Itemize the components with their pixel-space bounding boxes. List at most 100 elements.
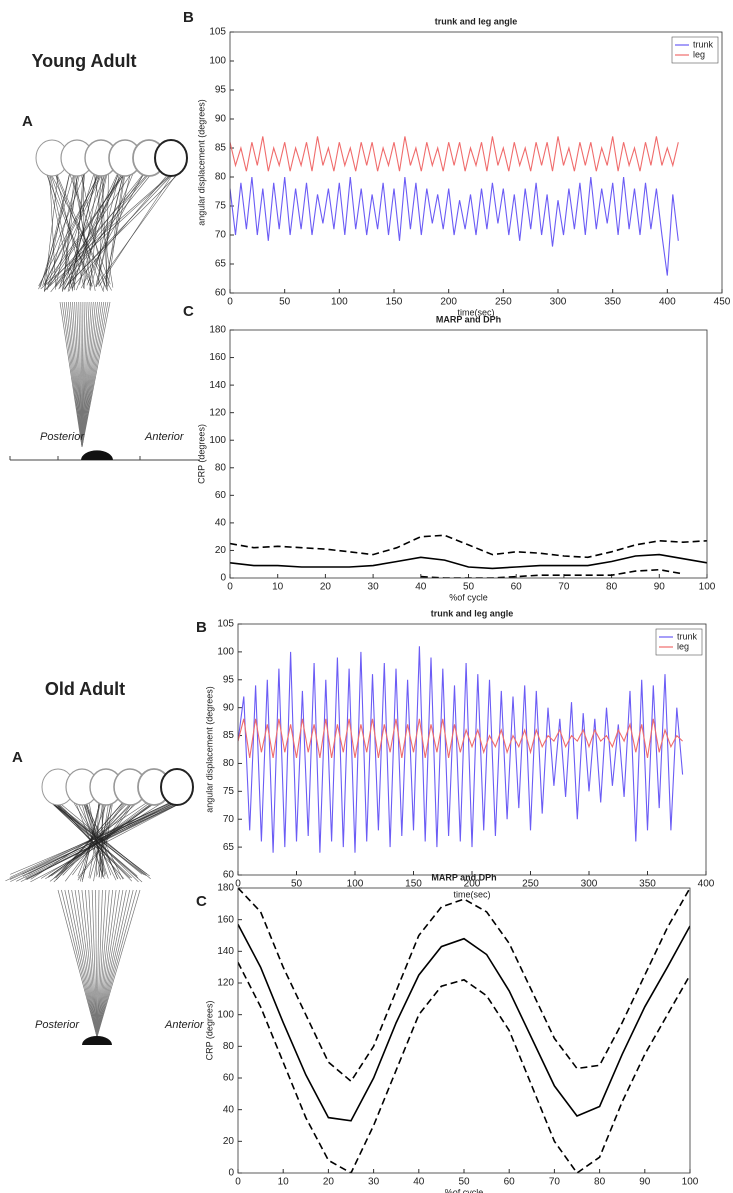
segment: [83, 802, 107, 875]
x-tick-label: 350: [604, 297, 621, 308]
segment: [67, 173, 97, 292]
segment: [64, 802, 125, 882]
y-axis-label: angular displacement (degrees): [204, 686, 214, 813]
segment: [107, 173, 126, 287]
fan-line: [81, 301, 111, 448]
segment: [95, 173, 124, 286]
y-tick-label: 140: [209, 380, 226, 391]
segment: [79, 173, 100, 285]
segment: [48, 802, 153, 877]
segment: [55, 173, 150, 288]
y-tick-label: 90: [215, 114, 227, 125]
x-tick-label: 70: [558, 582, 570, 593]
fan-line: [84, 889, 98, 1038]
y-tick-label: 40: [223, 1104, 235, 1115]
series-line: [420, 568, 684, 578]
fan-line: [95, 889, 98, 1038]
segment: [44, 173, 59, 292]
segment: [89, 173, 103, 290]
chart-title: MARP and DPh: [436, 314, 501, 324]
fan-line: [96, 889, 137, 1038]
x-tick-label: 0: [227, 582, 233, 593]
y-tick-label: 100: [217, 1009, 234, 1020]
x-tick-label: 300: [550, 297, 567, 308]
segment: [39, 173, 75, 288]
segment: [55, 173, 104, 292]
group-heading: Old Adult: [45, 679, 125, 699]
fan-line: [91, 889, 98, 1038]
series-line: [230, 136, 679, 172]
fan-line: [78, 889, 98, 1038]
segment: [55, 173, 80, 287]
fan-line: [96, 889, 100, 1038]
y-tick-label: 105: [217, 619, 234, 630]
y-tick-label: 180: [217, 883, 234, 894]
fan-line: [96, 889, 141, 1038]
segment: [80, 802, 100, 882]
legend-label: trunk: [693, 39, 714, 49]
x-tick-label: 80: [606, 582, 618, 593]
fan-line: [96, 889, 110, 1038]
x-tick-label: 10: [272, 582, 284, 593]
side-label: Anterior: [164, 1019, 205, 1031]
y-tick-label: 100: [209, 435, 226, 446]
segment: [73, 173, 84, 291]
segment: [50, 173, 144, 293]
y-tick-label: 90: [223, 702, 235, 713]
segment: [47, 173, 124, 285]
fan-line: [96, 889, 131, 1038]
series-line: [238, 718, 683, 758]
x-tick-label: 250: [522, 879, 539, 890]
y-tick-label: 0: [228, 1168, 234, 1179]
segment: [42, 173, 70, 287]
y-tick-label: 60: [223, 870, 235, 881]
segment: [75, 802, 105, 879]
segment: [51, 802, 147, 876]
y-axis-label: CRP (degrees): [204, 1001, 214, 1061]
fan-line: [96, 889, 120, 1038]
y-tick-label: 105: [209, 27, 226, 38]
series-line: [238, 888, 690, 1083]
x-tick-label: 100: [331, 297, 348, 308]
x-tick-label: 50: [291, 879, 303, 890]
series-line: [238, 962, 690, 1173]
segment: [77, 802, 107, 877]
y-tick-label: 80: [223, 1041, 235, 1052]
y-tick-label: 80: [223, 758, 235, 769]
y-tick-label: 65: [215, 259, 227, 270]
segment: [71, 173, 169, 289]
segment: [44, 173, 148, 291]
segment: [38, 173, 85, 290]
x-tick-label: 40: [415, 582, 427, 593]
segment: [98, 173, 105, 285]
panel-letter: A: [12, 749, 23, 766]
plot-frame: [237, 623, 707, 876]
legend-label: leg: [677, 641, 689, 651]
segment: [47, 173, 79, 287]
fan-line: [96, 889, 124, 1038]
x-tick-label: 200: [464, 879, 481, 890]
segment: [97, 802, 109, 875]
panel-letter: B: [183, 9, 194, 26]
y-tick-label: 120: [209, 407, 226, 418]
x-tick-label: 100: [347, 879, 364, 890]
x-axis-label: time(sec): [457, 307, 494, 317]
fan-line: [67, 889, 98, 1038]
legend-label: trunk: [677, 631, 698, 641]
x-tick-label: 0: [235, 879, 241, 890]
x-tick-label: 100: [699, 582, 716, 593]
segment: [55, 173, 84, 285]
y-tick-label: 70: [223, 814, 235, 825]
side-label: Posterior: [35, 1019, 80, 1031]
segment: [93, 173, 114, 288]
y-tick-label: 100: [217, 647, 234, 658]
series-line: [230, 553, 707, 570]
fan-line: [88, 889, 98, 1038]
y-tick-label: 95: [223, 674, 235, 685]
x-tick-label: 0: [227, 297, 233, 308]
plot-area: [238, 888, 690, 1173]
y-tick-label: 80: [215, 462, 227, 473]
segment: [57, 802, 137, 876]
segment: [64, 173, 122, 291]
segment: [83, 802, 109, 879]
